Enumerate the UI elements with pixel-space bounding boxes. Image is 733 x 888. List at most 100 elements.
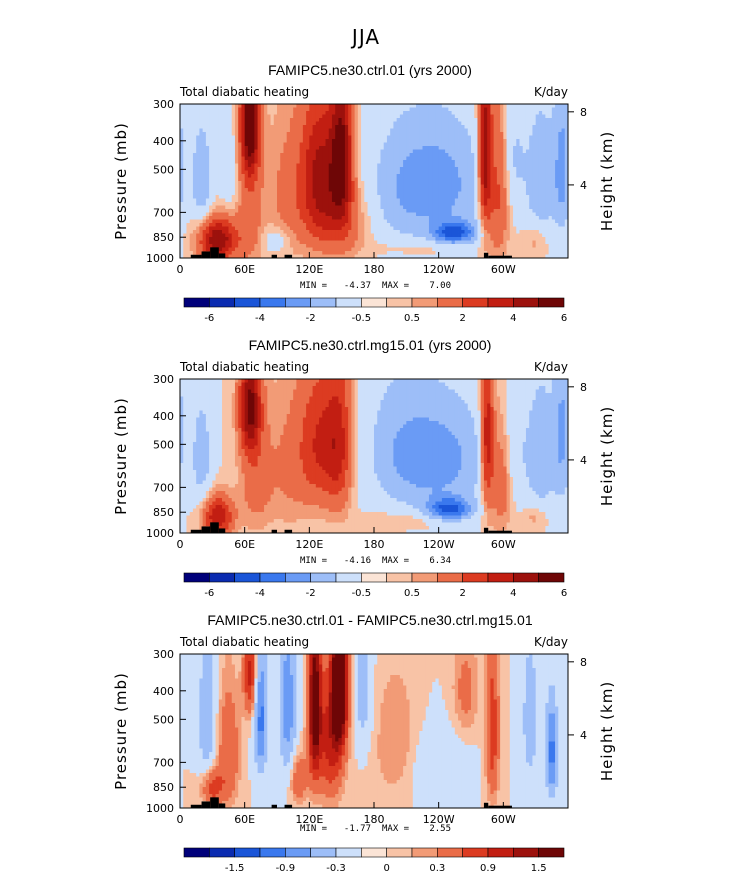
heat-cell [525,181,530,185]
heat-cell [251,104,255,108]
heat-cell [328,107,333,112]
heat-cell [354,125,359,129]
heat-cell [351,181,355,185]
heat-cell [416,240,420,245]
heat-cell [542,191,546,196]
heat-cell [189,212,194,217]
heat-cell [458,142,462,147]
heat-cell [231,219,236,224]
heat-cell [299,184,304,189]
heat-cell [338,163,343,168]
heat-cell [451,188,456,192]
heat-cell [458,174,462,178]
heat-cell [234,128,239,133]
heat-cell [525,244,530,248]
heat-cell [428,174,433,178]
heat-cell [535,121,540,126]
heat-cell [538,163,543,168]
heat-cell [319,135,323,140]
heat-cell [483,160,488,164]
heat-cell [513,121,517,126]
heat-cell [490,244,495,248]
heat-cell [273,107,278,112]
heat-cell [480,104,485,108]
heat-cell [225,142,229,147]
heat-cell [315,160,320,164]
heat-cell [471,167,475,171]
heat-cell [280,233,284,238]
heat-cell [438,111,443,115]
heat-cell [254,240,258,245]
heat-cell [393,195,398,199]
heat-cell [483,170,488,175]
heat-cell [322,167,326,171]
heat-cell [319,149,323,154]
heat-cell [231,114,236,119]
heat-cell [416,125,420,129]
heat-cell [257,114,262,119]
heat-cell [370,156,375,161]
heat-cell [377,149,381,154]
heat-cell [222,177,226,182]
heat-cell [351,212,355,217]
heat-cell [251,163,255,168]
heat-cell [280,135,284,140]
heat-cell [477,163,482,168]
heat-cell [309,233,313,238]
heat-cell [451,184,456,189]
heat-cell [335,135,339,140]
heat-cell [500,104,504,108]
heat-cell [545,181,549,185]
heat-cell [480,237,485,241]
heat-cell [357,191,362,196]
heat-cell [435,195,440,199]
heat-cell [503,107,507,112]
heat-cell [448,244,452,248]
heat-cell [441,233,446,238]
heat-cell [361,191,365,196]
heat-cell [399,146,404,150]
heat-cell [425,202,430,206]
heat-cell [403,219,407,224]
heat-cell [477,149,482,154]
heat-cell [234,191,239,196]
heat-cell [412,195,417,199]
heat-cell [525,142,530,147]
heat-cell [209,240,213,245]
heat-cell [419,177,423,182]
heat-cell [542,135,546,140]
heat-cell [396,114,401,119]
heat-cell [509,121,514,126]
heat-cell [280,167,284,171]
heat-cell [467,188,472,192]
heat-cell [325,219,330,224]
heat-cell [215,237,220,241]
heat-cell [393,233,398,238]
heat-cell [386,247,391,252]
heat-cell [393,184,398,189]
heat-cell [454,160,459,164]
heat-cell [432,240,436,245]
heat-cell [335,128,339,133]
heat-cell [467,205,472,210]
heat-cell [545,184,549,189]
heat-cell [299,216,304,220]
heat-cell [277,195,281,199]
heat-cell [322,104,326,108]
heat-cell [399,149,404,154]
heat-cell [306,244,310,248]
heat-cell [532,191,537,196]
heat-cell [247,167,252,171]
heat-cell [432,181,436,185]
heat-cell [535,170,540,175]
heat-cell [189,104,194,108]
heat-cell [454,230,459,234]
heat-cell [267,216,271,220]
heat-cell [264,125,268,129]
heat-cell [480,118,485,122]
heat-cell [302,244,307,248]
heat-cell [331,237,336,241]
heat-cell [516,163,520,168]
heat-cell [438,160,443,164]
heat-cell [238,114,242,119]
